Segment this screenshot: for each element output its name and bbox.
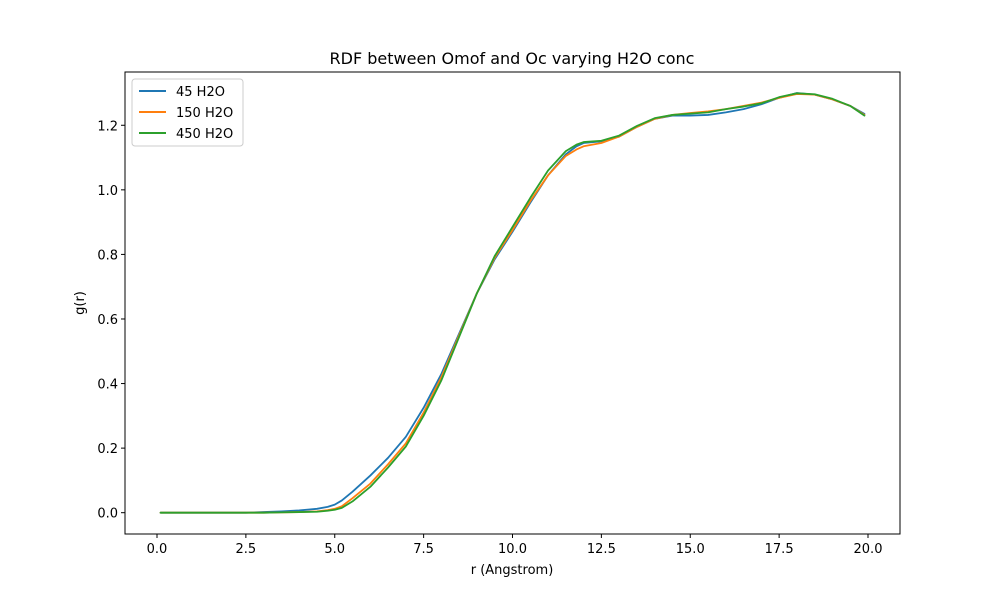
series-line-150-h2o	[159, 93, 866, 514]
y-tick-label: 1.2	[97, 119, 118, 134]
y-tick-label: 0.2	[97, 442, 118, 457]
x-tick-label: 12.5	[587, 542, 616, 557]
legend-label-450-h2o: 450 H2O	[176, 127, 233, 142]
series-line-45-h2o	[159, 92, 866, 514]
x-tick-label: 17.5	[765, 542, 794, 557]
x-tick-label: 10.0	[498, 542, 527, 557]
x-axis: 0.0 2.5 5.0 7.5 10.0 12.5 15.0 17.5 20.0	[147, 534, 883, 557]
series-line-450-h2o	[159, 92, 866, 514]
y-tick-label: 0.4	[97, 378, 118, 393]
y-axis-label: g(r)	[73, 291, 88, 315]
x-tick-label: 15.0	[676, 542, 705, 557]
x-tick-label: 20.0	[854, 542, 883, 557]
legend: 45 H2O 150 H2O 450 H2O	[131, 78, 244, 147]
chart-title: RDF between Omof and Oc varying H2O conc	[330, 49, 695, 68]
x-axis-label: r (Angstrom)	[471, 563, 554, 578]
series-lines	[159, 92, 866, 514]
y-tick-label: 0.0	[97, 507, 118, 522]
y-axis: 0.0 0.2 0.4 0.6 0.8 1.0 1.2	[97, 119, 125, 522]
x-tick-label: 7.5	[413, 542, 434, 557]
y-tick-label: 0.8	[97, 248, 118, 263]
x-tick-label: 5.0	[324, 542, 345, 557]
axes-frame	[124, 71, 901, 535]
x-tick-label: 2.5	[236, 542, 257, 557]
legend-label-45-h2o: 45 H2O	[176, 85, 225, 100]
legend-label-150-h2o: 150 H2O	[176, 106, 233, 121]
y-tick-label: 0.6	[97, 313, 118, 328]
y-tick-label: 1.0	[97, 184, 118, 199]
x-tick-label: 0.0	[147, 542, 168, 557]
legend-box	[131, 78, 244, 147]
